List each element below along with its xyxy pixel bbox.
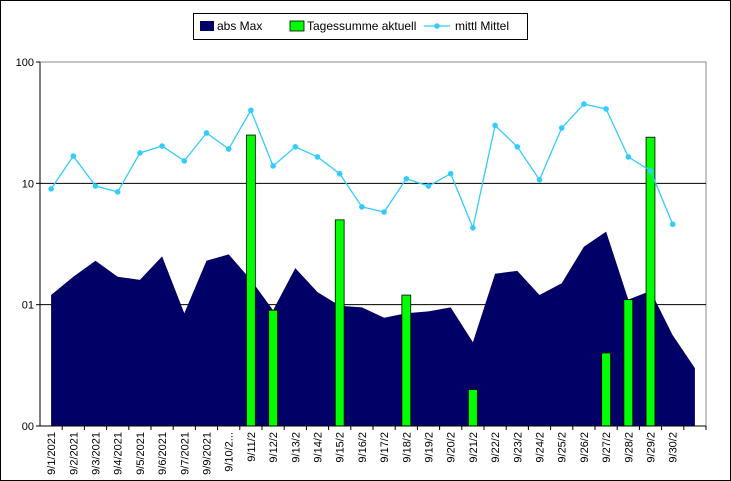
area	[51, 231, 695, 426]
marker	[625, 154, 632, 160]
marker	[447, 170, 454, 177]
x-tick-label: 9/22/2	[490, 432, 502, 463]
marker	[203, 130, 210, 136]
x-tick-label: 9/17/2	[379, 432, 391, 463]
marker	[70, 153, 77, 159]
y-tick-label: 10	[22, 178, 34, 190]
legend-marker	[434, 23, 440, 29]
x-tick-label: 9/23/2	[512, 432, 524, 463]
x-tick-label: 9/29/2	[646, 432, 658, 463]
x-tick-label: 9/13/2	[290, 432, 302, 463]
x-tick-label: 9/2/2021	[68, 432, 80, 475]
marker	[536, 176, 543, 183]
x-tick-label: 9/19/2	[424, 432, 436, 463]
x-tick-label: 9/24/2	[535, 432, 547, 463]
x-tick-label: 9/27/2	[601, 432, 613, 463]
bar	[268, 309, 278, 427]
marker	[470, 225, 476, 231]
marker	[558, 125, 565, 131]
marker	[492, 122, 498, 129]
marker	[225, 146, 232, 152]
x-tick-label: 9/16/2	[357, 432, 369, 463]
marker	[425, 183, 432, 189]
bar	[246, 134, 256, 427]
x-tick-label: 9/26/2	[579, 432, 591, 463]
legend-label: abs Max	[217, 19, 262, 33]
x-tick-label: 9/28/2	[623, 432, 635, 463]
marker	[181, 158, 188, 164]
legend-label: Tagessumme aktuell	[307, 19, 416, 33]
legend	[193, 13, 528, 40]
x-tick-label: 9/9/2021	[202, 432, 214, 475]
x-tick-label: 9/25/2	[557, 432, 569, 463]
x-tick-label: 9/12/2	[268, 432, 280, 463]
marker	[669, 221, 676, 228]
x-tick-label: 9/7/2021	[179, 432, 191, 475]
x-tick-label: 9/20/2	[446, 432, 458, 463]
marker	[581, 101, 587, 107]
bar	[645, 136, 656, 427]
marker	[336, 170, 343, 177]
x-tick-label: 9/1/2021	[46, 432, 58, 475]
y-tick-label: 01	[22, 300, 34, 312]
x-tick-label: 9/10/2...	[224, 432, 236, 472]
marker	[359, 204, 365, 210]
y-tick-label: 00	[22, 421, 34, 433]
x-tick-label: 9/21/2	[468, 432, 480, 463]
marker	[270, 163, 276, 169]
marker	[137, 150, 143, 156]
marker	[647, 167, 654, 174]
marker	[159, 143, 165, 149]
bar	[334, 219, 345, 427]
y-tick-label: 100	[16, 57, 34, 69]
x-tick-label: 9/14/2	[313, 432, 325, 463]
legend-label: mittl Mittel	[455, 19, 509, 33]
x-tick-label: 9/3/2021	[91, 432, 103, 475]
x-tick-label: 9/18/2	[401, 432, 413, 463]
bar	[601, 352, 611, 427]
bar	[623, 299, 634, 427]
marker	[314, 154, 321, 160]
x-tick-label: 9/15/2	[335, 432, 347, 463]
x-tick-label: 9/5/2021	[135, 432, 147, 475]
marker	[92, 183, 99, 189]
x-tick-label: 9/6/2021	[157, 432, 169, 475]
bar	[401, 294, 412, 427]
x-tick-label: 9/4/2021	[113, 432, 125, 475]
marker	[248, 107, 254, 114]
marker	[292, 144, 299, 150]
marker	[114, 189, 121, 195]
x-tick-label: 9/11/2	[246, 432, 258, 462]
bar	[468, 389, 478, 427]
marker	[603, 106, 609, 112]
legend-swatch	[289, 20, 305, 32]
legend-swatch	[200, 21, 214, 31]
marker	[514, 144, 521, 150]
marker	[48, 186, 54, 192]
marker	[403, 175, 410, 182]
marker	[381, 209, 387, 215]
x-tick-label: 9/30/2	[668, 432, 680, 463]
